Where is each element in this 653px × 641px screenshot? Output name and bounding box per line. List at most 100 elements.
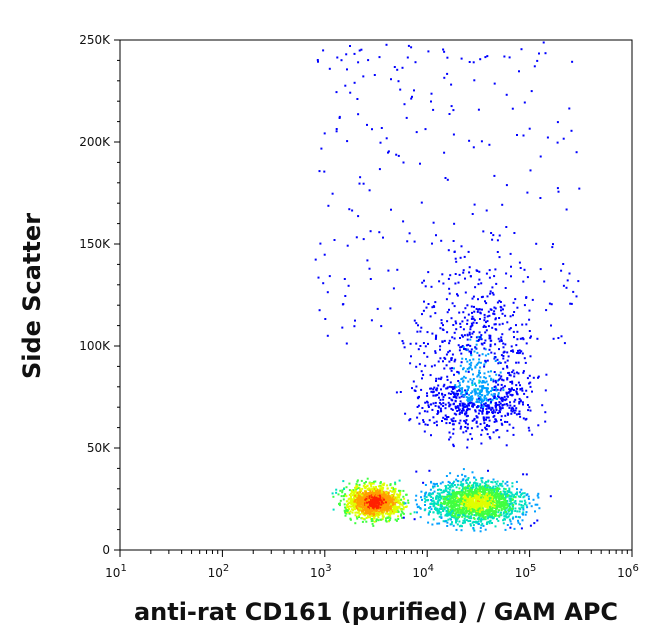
event-dot xyxy=(442,324,444,327)
event-dot xyxy=(485,321,487,324)
event-dot xyxy=(448,491,451,494)
event-dot xyxy=(493,504,496,506)
event-dot xyxy=(328,67,331,70)
event-dot xyxy=(455,396,458,399)
event-dot xyxy=(453,250,456,253)
event-dot xyxy=(358,49,361,52)
event-dot xyxy=(510,412,513,415)
event-dot xyxy=(420,201,423,204)
event-dot xyxy=(323,132,326,135)
event-dot xyxy=(486,410,488,413)
event-dot xyxy=(486,389,489,392)
event-dot xyxy=(395,506,398,509)
event-dot xyxy=(530,505,533,508)
event-dot xyxy=(318,170,321,173)
event-dot xyxy=(474,487,477,490)
event-dot xyxy=(427,404,430,407)
event-dot xyxy=(467,510,470,513)
event-dot xyxy=(514,502,517,505)
event-dot xyxy=(489,493,491,496)
event-dot xyxy=(528,318,531,321)
event-dot xyxy=(441,481,444,484)
event-dot xyxy=(519,523,521,526)
event-dot xyxy=(440,403,443,406)
event-dot xyxy=(484,348,487,351)
event-dot xyxy=(341,491,344,494)
event-dot xyxy=(468,363,471,366)
event-dot xyxy=(437,509,440,512)
event-dot xyxy=(494,488,497,491)
event-dot xyxy=(445,506,448,509)
event-dot xyxy=(337,493,340,496)
event-dot xyxy=(359,489,362,492)
event-dot xyxy=(449,499,452,502)
event-dot xyxy=(495,405,498,408)
event-dot xyxy=(423,497,426,500)
event-dot xyxy=(505,502,507,504)
event-dot xyxy=(482,497,484,500)
event-dot xyxy=(501,203,504,206)
event-dot xyxy=(478,507,481,510)
event-dot xyxy=(373,520,376,523)
event-dot xyxy=(447,401,450,404)
event-dot xyxy=(470,486,473,489)
event-dot xyxy=(480,282,483,285)
event-dot xyxy=(460,490,463,493)
event-dot xyxy=(477,394,480,397)
event-dot xyxy=(461,345,464,347)
event-dot xyxy=(488,425,491,428)
event-dot xyxy=(495,373,498,376)
event-dot xyxy=(556,187,559,190)
event-dot xyxy=(430,493,433,496)
event-dot xyxy=(476,392,479,395)
event-dot xyxy=(513,400,516,403)
event-dot xyxy=(376,511,379,514)
event-dot xyxy=(452,498,455,501)
event-dot xyxy=(469,488,472,490)
event-dot xyxy=(445,486,447,489)
event-dot xyxy=(463,503,466,505)
event-dot xyxy=(463,375,466,378)
event-dot xyxy=(358,182,361,185)
event-dot xyxy=(432,518,435,521)
event-dot xyxy=(423,352,426,355)
event-dot xyxy=(351,505,354,508)
event-dot xyxy=(385,491,388,494)
event-dot xyxy=(492,498,495,501)
event-dot xyxy=(516,134,518,136)
event-dot xyxy=(444,177,447,179)
event-dot xyxy=(462,513,465,516)
event-dot xyxy=(444,500,447,503)
event-dot xyxy=(502,495,505,497)
event-dot xyxy=(500,354,503,357)
event-dot xyxy=(539,155,542,158)
event-dot xyxy=(437,499,440,502)
event-dot xyxy=(355,483,358,486)
event-dot xyxy=(452,428,455,431)
event-dot xyxy=(380,512,383,515)
event-dot xyxy=(350,499,353,502)
event-dot xyxy=(464,501,467,504)
event-dot xyxy=(466,438,469,441)
event-dot xyxy=(552,337,555,340)
event-dot xyxy=(498,502,501,505)
event-dot xyxy=(518,397,521,400)
event-dot xyxy=(355,236,358,239)
event-dot xyxy=(481,409,484,412)
event-dot xyxy=(383,500,386,503)
event-dot xyxy=(500,387,503,390)
event-dot xyxy=(431,332,434,335)
event-dot xyxy=(474,346,477,349)
event-dot xyxy=(439,407,442,410)
event-dot xyxy=(444,403,447,406)
event-dot xyxy=(373,492,376,495)
event-dot xyxy=(463,501,466,504)
event-dot xyxy=(394,487,397,490)
event-dot xyxy=(375,507,378,510)
event-dot xyxy=(375,504,377,507)
event-dot xyxy=(341,303,344,306)
event-dot xyxy=(368,267,371,270)
event-dot xyxy=(363,486,366,489)
event-dot xyxy=(513,232,516,234)
event-dot xyxy=(400,513,403,516)
